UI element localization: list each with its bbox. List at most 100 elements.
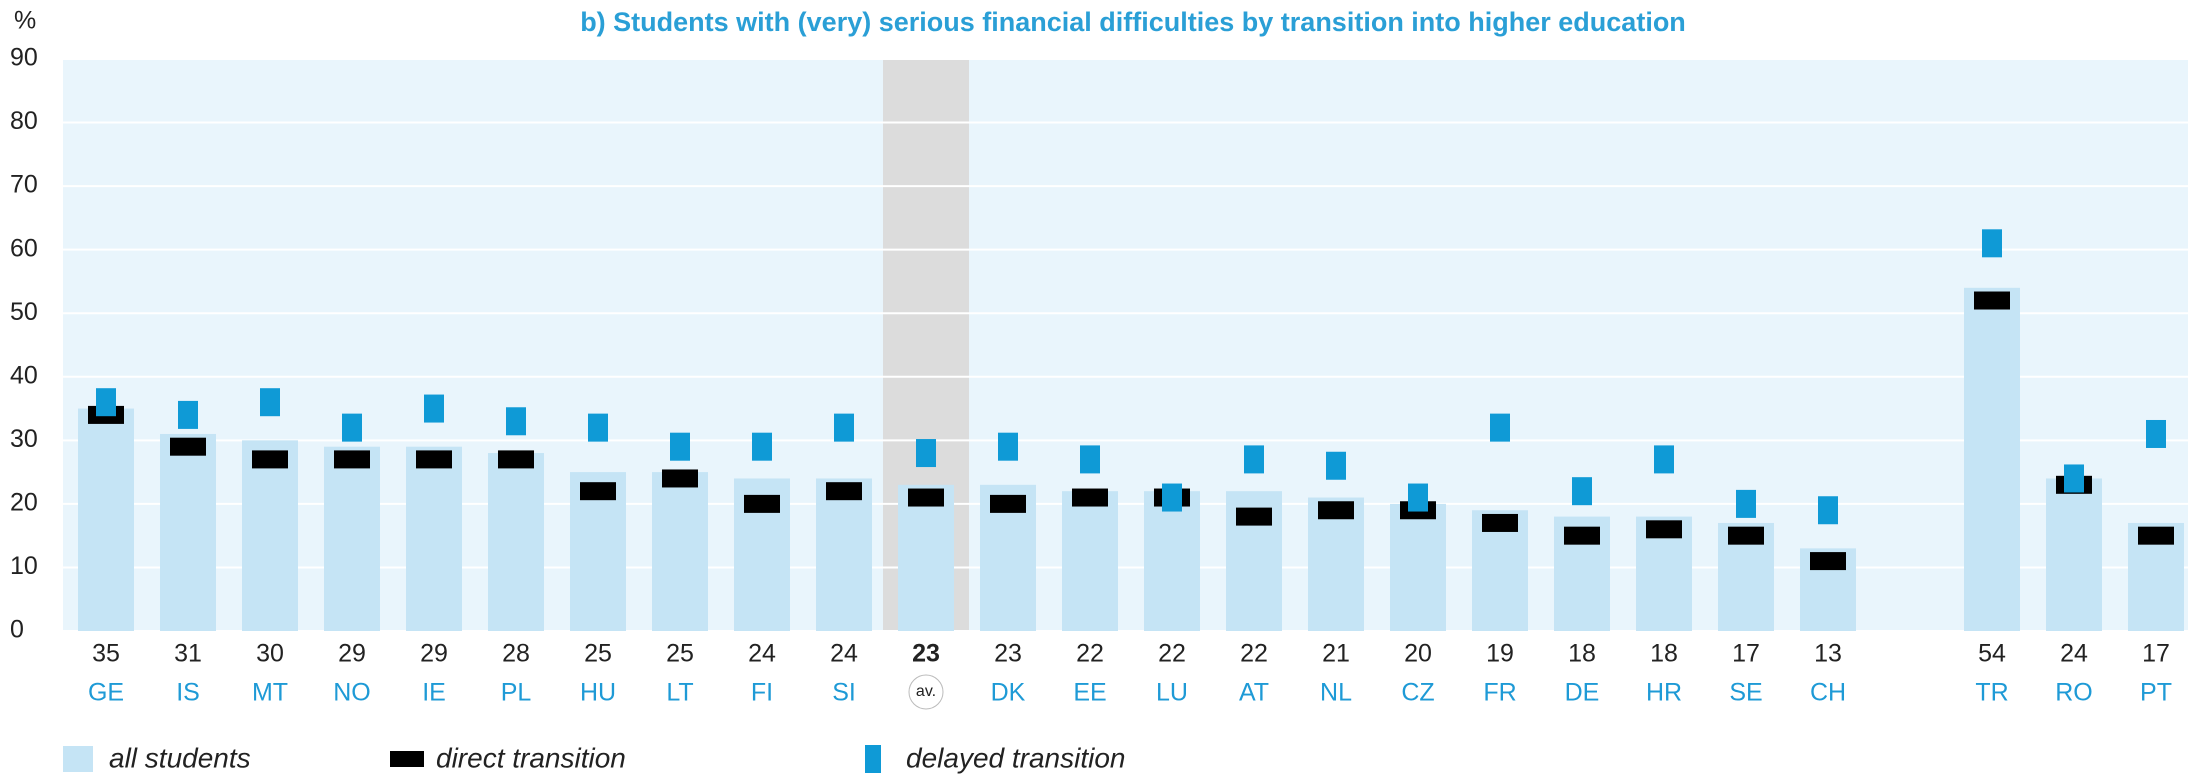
y-tick-label: 60 [10, 234, 38, 262]
y-tick-label: 90 [10, 44, 38, 72]
x-tick-label: NL [1320, 679, 1352, 707]
direct-marker [1564, 526, 1600, 545]
x-tick-label: PT [2140, 679, 2172, 707]
direct-marker [1646, 520, 1682, 539]
x-tick-label: CZ [1401, 679, 1434, 707]
direct-marker [1810, 552, 1846, 571]
x-tick-label: NO [333, 679, 371, 707]
delayed-marker [2064, 464, 2084, 493]
direct-marker [580, 482, 616, 501]
delayed-marker [1818, 496, 1838, 525]
y-tick-label: 0 [10, 616, 24, 644]
y-tick-label: 80 [10, 107, 38, 135]
delayed-marker [1736, 489, 1756, 518]
value-label: 21 [1322, 640, 1350, 668]
delayed-marker [1490, 413, 1510, 442]
delayed-marker [588, 413, 608, 442]
x-tick-label: LT [666, 679, 693, 707]
direct-marker [2138, 526, 2174, 545]
bar [160, 433, 216, 631]
delayed-marker [2146, 419, 2166, 448]
delayed-marker [1080, 445, 1100, 474]
chart-title: b) Students with (very) serious financia… [580, 7, 1686, 37]
direct-marker [334, 450, 370, 469]
x-tick-label: DE [1565, 679, 1600, 707]
y-tick-label: 10 [10, 552, 38, 580]
value-label: 24 [748, 640, 776, 668]
delayed-marker [1654, 445, 1674, 474]
value-label: 18 [1568, 640, 1596, 668]
bar [78, 408, 134, 631]
delayed-marker [752, 432, 772, 461]
x-tick-label: MT [252, 679, 288, 707]
bar [242, 440, 298, 631]
value-label: 17 [1732, 640, 1760, 668]
value-label: 31 [174, 640, 202, 668]
direct-marker [744, 494, 780, 513]
bar [406, 446, 462, 631]
delayed-marker [1982, 229, 2002, 258]
plot-background [63, 59, 2188, 631]
delayed-marker [834, 413, 854, 442]
x-tick-label: RO [2055, 679, 2093, 707]
value-label: 22 [1240, 640, 1268, 668]
value-label: 30 [256, 640, 284, 668]
legend-swatch [865, 745, 881, 773]
value-label: 22 [1076, 640, 1104, 668]
x-tick-label: GE [88, 679, 124, 707]
bar [1964, 287, 2020, 631]
x-tick-label: LU [1156, 679, 1188, 707]
legend-label: direct transition [436, 742, 626, 773]
delayed-marker [260, 388, 280, 417]
value-label: 19 [1486, 640, 1514, 668]
direct-marker [1728, 526, 1764, 545]
direct-marker [498, 450, 534, 469]
direct-marker [662, 469, 698, 488]
x-tick-label: FI [751, 679, 773, 707]
legend-label: all students [109, 742, 251, 773]
direct-marker [1482, 513, 1518, 532]
delayed-marker [1572, 477, 1592, 506]
bar [2046, 478, 2102, 631]
value-label: 28 [502, 640, 530, 668]
y-tick-label: 70 [10, 171, 38, 199]
value-label: 23 [912, 640, 940, 668]
x-tick-label: HR [1646, 679, 1682, 707]
direct-marker [170, 437, 206, 456]
x-tick-label: CH [1810, 679, 1846, 707]
value-label: 17 [2142, 640, 2170, 668]
x-tick-label: av. [916, 683, 936, 700]
direct-marker [1236, 507, 1272, 526]
y-tick-label: 40 [10, 361, 38, 389]
y-tick-label: 50 [10, 298, 38, 326]
bar [324, 446, 380, 631]
direct-marker [990, 494, 1026, 513]
legend-swatch [390, 751, 424, 767]
delayed-marker [1162, 483, 1182, 512]
x-tick-label: HU [580, 679, 616, 707]
bar [816, 478, 872, 631]
x-tick-label: IE [422, 679, 446, 707]
delayed-marker [670, 432, 690, 461]
bar [898, 484, 954, 631]
x-tick-label: FR [1483, 679, 1516, 707]
direct-marker [416, 450, 452, 469]
x-tick-label: SI [832, 679, 856, 707]
value-label: 18 [1650, 640, 1678, 668]
x-tick-label: SE [1729, 679, 1762, 707]
delayed-marker [342, 413, 362, 442]
value-label: 29 [420, 640, 448, 668]
bar [488, 453, 544, 631]
direct-marker [1974, 291, 2010, 310]
y-axis-label: % [14, 7, 36, 35]
bar [1062, 491, 1118, 631]
bar [652, 472, 708, 631]
legend-swatch [63, 746, 93, 772]
direct-marker [252, 450, 288, 469]
delayed-marker [178, 400, 198, 429]
value-label: 13 [1814, 640, 1842, 668]
x-tick-label: IS [176, 679, 200, 707]
delayed-marker [506, 407, 526, 436]
direct-marker [1318, 501, 1354, 520]
